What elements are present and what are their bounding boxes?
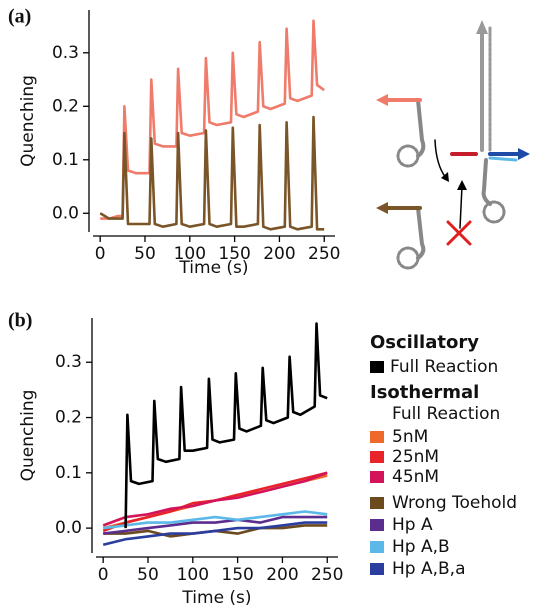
arrow — [434, 139, 447, 179]
legend-swatch — [370, 519, 384, 531]
x-tick-label: 50 — [137, 565, 159, 585]
legend-subheading: Full Reaction — [392, 404, 500, 424]
legend-swatch — [370, 451, 384, 463]
mechanism-diagram — [376, 20, 530, 270]
y-tick-label: 0.1 — [52, 150, 79, 170]
x-tick-label: 150 — [218, 244, 250, 264]
y-axis-title: Quenching — [18, 75, 38, 167]
hairpin — [481, 158, 492, 206]
blocked-mark — [446, 220, 472, 246]
hairpin — [416, 98, 426, 158]
x-tick-label: 250 — [311, 565, 343, 585]
series-line — [124, 322, 328, 529]
x-tick-label: 0 — [98, 565, 109, 585]
series-line — [103, 510, 328, 530]
legend-label: 25nM — [392, 447, 439, 467]
hairpin — [416, 206, 426, 260]
x-tick-label: 100 — [177, 565, 209, 585]
y-tick-label: 0.2 — [52, 96, 79, 116]
x-tick-label: 100 — [174, 244, 206, 264]
x-axis-title: Time (s) — [178, 258, 248, 278]
x-tick-label: 200 — [263, 244, 295, 264]
legend-label: Hp A,B — [392, 537, 450, 557]
y-tick-label: 0.0 — [55, 518, 82, 538]
legend-heading: Isothermal — [370, 382, 479, 403]
arrowhead — [441, 172, 449, 182]
hairpin-loop — [396, 144, 420, 168]
series-line — [103, 515, 328, 535]
arrowhead — [376, 202, 388, 214]
x-tick-label: 200 — [266, 565, 298, 585]
arrowhead — [518, 148, 530, 160]
series-line — [102, 471, 328, 527]
x-axis-title: Time (s) — [181, 588, 251, 608]
y-axis-title: Quenching — [18, 390, 38, 482]
hairpin-loop — [482, 200, 506, 224]
arrowhead — [457, 180, 467, 190]
x-tick-label: 250 — [308, 244, 340, 264]
y-tick-label: 0.0 — [52, 203, 79, 223]
arrow — [459, 185, 463, 229]
legend-label: 5nM — [392, 427, 428, 447]
legend-swatch — [370, 431, 384, 443]
legend-swatch — [370, 471, 384, 483]
hairpin-loop — [396, 246, 420, 270]
legend-swatch — [370, 361, 384, 373]
series-line — [100, 19, 325, 220]
strand — [488, 156, 518, 162]
legend-swatch — [370, 563, 384, 575]
x-tick-label: 0 — [95, 244, 106, 264]
legend-label: Wrong Toehold — [392, 493, 517, 513]
panel-label: (b) — [8, 310, 32, 332]
legend-label: Full Reaction — [390, 357, 498, 377]
y-tick-label: 0.1 — [55, 463, 82, 483]
arrowhead — [376, 94, 388, 106]
y-tick-label: 0.3 — [52, 43, 79, 63]
legend-swatch — [370, 497, 384, 509]
x-tick-label: 50 — [134, 244, 156, 264]
series-line — [99, 115, 325, 231]
y-tick-label: 0.2 — [55, 408, 82, 428]
legend-label: Hp A,B,a — [392, 559, 466, 579]
legend-label: 45nM — [392, 467, 439, 487]
panel-label: (a) — [8, 6, 31, 28]
legend-label: Hp A — [392, 515, 433, 535]
arrowhead — [476, 20, 488, 34]
legend-heading: Oscillatory — [370, 332, 479, 353]
legend-swatch — [370, 541, 384, 553]
series-line — [102, 521, 328, 546]
x-tick-label: 150 — [221, 565, 253, 585]
y-tick-label: 0.3 — [55, 352, 82, 372]
